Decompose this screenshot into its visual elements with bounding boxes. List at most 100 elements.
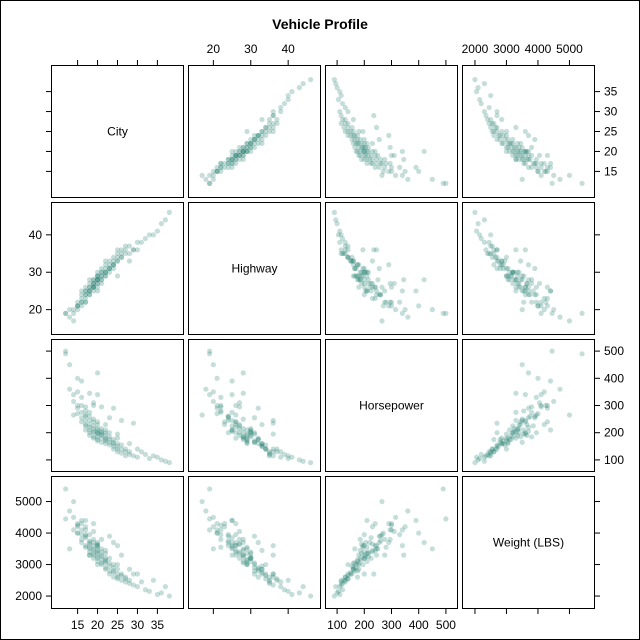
data-point — [354, 136, 361, 143]
data-point — [557, 386, 563, 392]
data-point — [514, 140, 521, 147]
data-point — [350, 128, 357, 135]
data-point — [383, 160, 389, 167]
data-point — [533, 394, 539, 400]
data-point — [513, 144, 519, 151]
data-point — [94, 543, 101, 549]
data-point — [440, 180, 446, 186]
data-point — [102, 430, 109, 436]
data-point — [126, 250, 133, 257]
data-point — [289, 89, 295, 95]
data-point — [114, 566, 121, 572]
data-point — [240, 370, 246, 376]
panel-city-vs-horsepower — [325, 65, 458, 198]
data-point — [519, 439, 525, 445]
data-point — [495, 258, 502, 264]
data-point — [296, 590, 302, 596]
data-point — [401, 552, 407, 558]
data-point — [126, 580, 133, 587]
data-point — [233, 419, 239, 425]
data-point — [364, 517, 370, 524]
data-point — [416, 168, 422, 174]
data-point — [516, 426, 522, 432]
data-point — [511, 269, 517, 275]
data-point — [270, 571, 276, 577]
data-point — [348, 571, 354, 577]
data-point — [229, 423, 235, 429]
data-point — [251, 438, 258, 444]
data-point — [358, 156, 365, 163]
data-point — [90, 434, 97, 440]
data-point — [240, 546, 246, 552]
data-point — [240, 148, 246, 155]
data-point — [71, 527, 77, 533]
data-point — [543, 402, 549, 409]
data-point — [126, 440, 133, 447]
data-point — [399, 543, 405, 549]
data-point — [358, 550, 365, 557]
data-point — [378, 538, 384, 544]
data-point — [369, 547, 376, 553]
data-point — [207, 180, 213, 186]
data-point — [354, 262, 361, 268]
y-tick-label: 100 — [604, 453, 624, 467]
data-point — [369, 140, 376, 147]
data-point — [229, 427, 235, 433]
data-point — [500, 132, 506, 139]
data-point — [270, 120, 276, 127]
data-point — [102, 258, 109, 264]
data-point — [218, 164, 224, 171]
panel-frame — [51, 339, 184, 472]
data-point — [236, 541, 243, 547]
data-point — [240, 390, 246, 396]
x-tick-label: 4000 — [525, 42, 552, 56]
data-point — [508, 436, 514, 443]
y-tick-label: 300 — [604, 399, 624, 413]
data-point — [338, 232, 344, 238]
data-point — [240, 558, 246, 565]
data-point — [240, 436, 246, 443]
data-point — [158, 221, 164, 227]
data-point — [270, 417, 276, 424]
data-point — [378, 160, 384, 167]
data-point — [114, 250, 121, 257]
data-point — [233, 543, 239, 549]
data-point — [255, 405, 261, 411]
data-point — [522, 292, 528, 298]
data-point — [341, 250, 347, 257]
data-point — [146, 588, 153, 594]
data-point — [371, 571, 377, 577]
data-point — [387, 536, 393, 542]
data-point — [225, 413, 231, 419]
data-point — [75, 521, 81, 527]
data-point — [229, 378, 235, 384]
data-point — [524, 148, 530, 155]
data-point — [94, 427, 101, 433]
data-point — [368, 160, 374, 167]
data-point — [75, 524, 81, 530]
data-point — [71, 412, 77, 418]
data-point — [371, 247, 377, 253]
data-point — [94, 288, 101, 294]
data-point — [94, 549, 101, 555]
data-point — [350, 566, 357, 572]
data-point — [494, 247, 500, 253]
data-point — [94, 438, 101, 444]
data-point — [259, 128, 265, 135]
data-point — [473, 454, 480, 460]
data-point — [522, 148, 528, 155]
data-point — [513, 409, 519, 415]
data-point — [356, 566, 362, 572]
data-point — [218, 544, 224, 550]
data-point — [518, 152, 524, 159]
data-point — [225, 164, 231, 171]
data-point — [158, 457, 164, 463]
data-point — [421, 277, 427, 283]
data-point — [248, 434, 254, 440]
data-point — [98, 552, 105, 558]
panel-frame — [462, 476, 595, 609]
data-point — [98, 269, 105, 275]
data-point — [102, 262, 109, 268]
data-point — [90, 284, 97, 290]
data-point — [361, 549, 367, 555]
